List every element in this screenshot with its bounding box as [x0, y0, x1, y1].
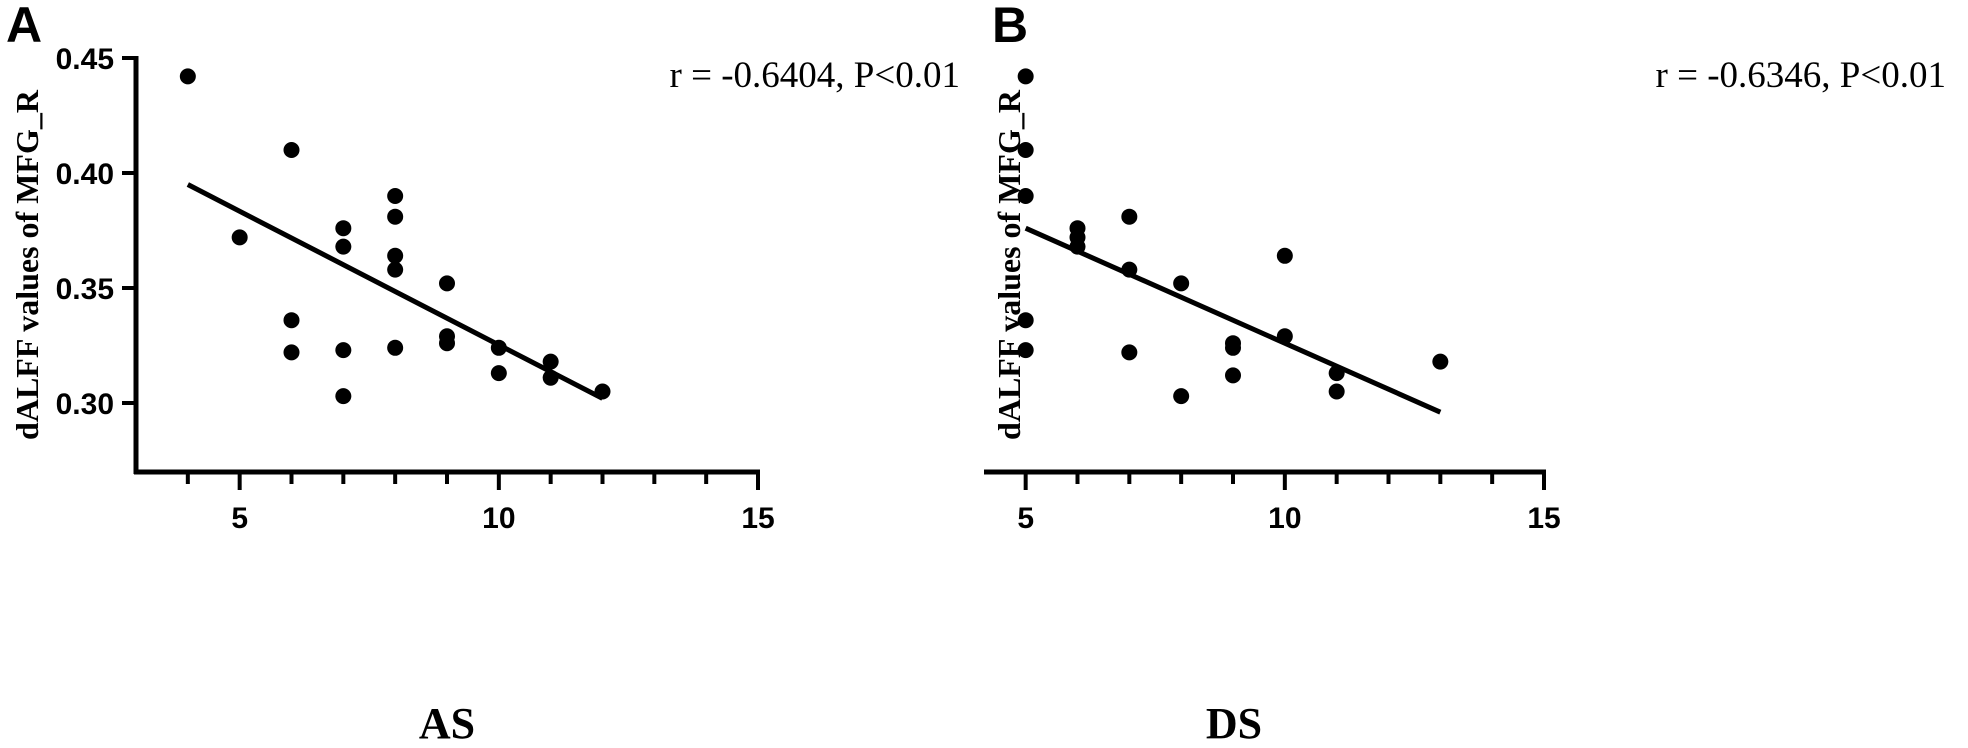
data-point	[179, 68, 196, 85]
data-point	[283, 344, 300, 361]
data-point	[1017, 68, 1034, 85]
data-point	[387, 247, 404, 264]
data-point	[387, 188, 404, 204]
data-point	[1328, 365, 1345, 382]
data-point	[387, 208, 404, 225]
data-point	[283, 142, 300, 158]
data-point	[1121, 208, 1138, 225]
x-tick-label: 15	[741, 502, 774, 535]
data-point	[1328, 383, 1345, 400]
x-tick-label: 5	[231, 502, 248, 535]
data-point	[283, 312, 300, 329]
data-point	[1432, 353, 1449, 370]
data-point	[1017, 188, 1034, 204]
data-point	[1173, 388, 1190, 405]
data-point	[439, 335, 455, 352]
data-point	[542, 353, 559, 370]
x-tick-label: 15	[1527, 502, 1560, 535]
panel-label: B	[992, 0, 1028, 53]
data-point	[1225, 339, 1241, 356]
x-axis-title: AS	[419, 699, 475, 748]
scatter-plot-b: B r = -0.6346, P<0.01 dALFF values of MF…	[984, 0, 1946, 748]
data-point	[1276, 328, 1293, 345]
data-point	[1017, 312, 1034, 329]
data-point	[490, 365, 507, 382]
chart-panel-a: A r = -0.6404, P<0.01 dALFF values of MF…	[6, 0, 960, 748]
y-tick-label: 0.40	[56, 158, 114, 191]
data-point	[387, 339, 404, 356]
data-point	[1017, 142, 1034, 158]
data-point	[1276, 247, 1293, 264]
data-point	[1121, 261, 1138, 278]
data-point	[542, 369, 559, 386]
data-point	[1225, 367, 1241, 384]
y-tick-label: 0.30	[56, 388, 114, 421]
data-point	[1121, 344, 1138, 361]
correlation-annotation: r = -0.6346, P<0.01	[1656, 55, 1946, 96]
data-point	[335, 342, 352, 359]
x-tick-label: 10	[1268, 502, 1301, 535]
data-point	[439, 275, 455, 292]
data-point	[231, 229, 248, 246]
regression-line	[186, 182, 604, 401]
data-point	[1173, 275, 1190, 292]
data-point	[387, 261, 404, 278]
panel-label: A	[6, 0, 42, 53]
data-point	[335, 238, 352, 255]
x-tick-label: 5	[1017, 502, 1034, 535]
data-point	[335, 388, 352, 405]
x-axis-title: DS	[1206, 699, 1262, 748]
chart-panel-b: B r = -0.6346, P<0.01 dALFF values of MF…	[984, 0, 1968, 748]
y-axis-title: dALFF values of MFG_R	[9, 89, 45, 440]
y-axis-title: dALFF values of MFG_R	[991, 89, 1027, 440]
data-point	[335, 220, 352, 237]
y-tick-label: 0.45	[56, 43, 114, 76]
regression-line	[1024, 225, 1442, 415]
y-tick-label: 0.35	[56, 273, 114, 306]
data-point	[1069, 238, 1086, 255]
scatter-plot-a: A r = -0.6404, P<0.01 dALFF values of MF…	[6, 0, 960, 748]
correlation-annotation: r = -0.6404, P<0.01	[670, 55, 960, 96]
data-point	[490, 339, 507, 356]
data-point	[594, 383, 611, 400]
data-point	[1017, 342, 1034, 359]
x-tick-label: 10	[482, 502, 515, 535]
